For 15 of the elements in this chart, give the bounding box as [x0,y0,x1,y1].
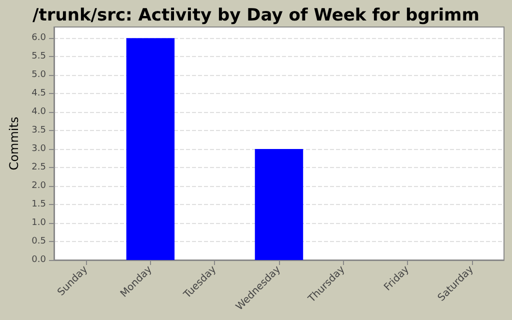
y-tick-label: 0.5 [32,236,46,247]
chart-title: /trunk/src: Activity by Day of Week for bgrimm [32,6,480,26]
y-tick-label: 3.5 [32,126,46,136]
y-tick-label: 0.0 [32,255,46,265]
y-tick-label: 2.0 [32,181,46,192]
y-tick-label: 6.0 [32,33,46,44]
y-tick-label: 2.5 [32,162,46,173]
y-tick-label: 3.0 [32,144,46,154]
y-tick-label: 4.0 [32,107,46,118]
y-tick-label: 4.5 [32,88,46,99]
y-tick-label: 5.5 [32,52,46,62]
y-tick-label: 1.0 [32,218,46,228]
y-tick-label: 5.0 [32,70,46,80]
y-axis-title: Commits [7,116,21,170]
y-tick-label: 1.5 [32,200,46,210]
